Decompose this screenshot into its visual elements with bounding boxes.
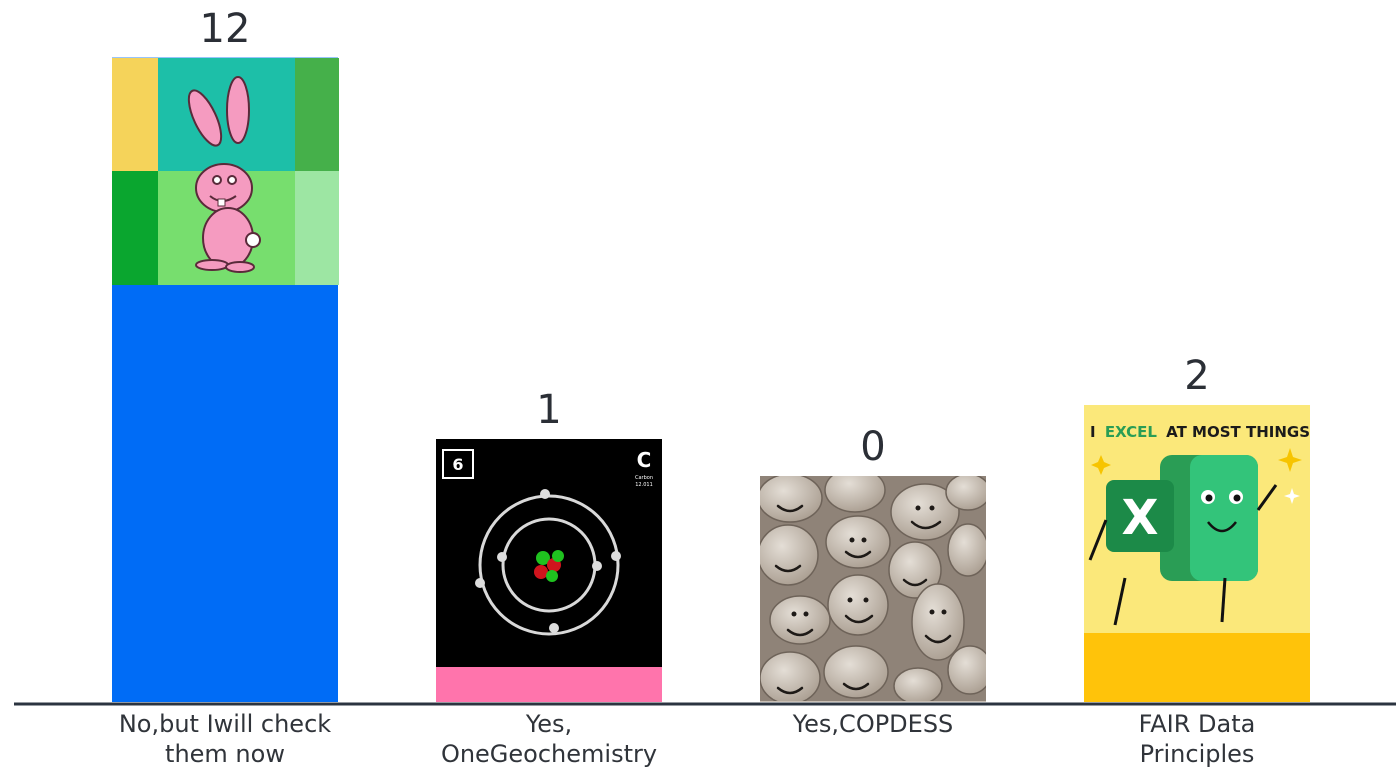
rabbit-image [112, 58, 339, 285]
excel-image: I EXCEL AT MOST THINGS X [1084, 405, 1310, 633]
excel-caption-excel: EXCEL [1105, 423, 1158, 441]
smiley-stones-icon [760, 476, 986, 701]
value-label-1: 12 [200, 6, 251, 52]
atom-icon [475, 489, 621, 636]
element-mass: 12.011 [635, 482, 653, 488]
category-label-4: FAIR Data Principles [1139, 710, 1256, 768]
excel-x-glyph: X [1121, 490, 1158, 546]
value-label-3: 0 [860, 424, 885, 470]
category-label-2: Yes, OneGeochemistry [441, 710, 657, 768]
element-number: 6 [452, 455, 463, 474]
excel-caption-i: I [1090, 423, 1096, 441]
category-label-3: Yes,COPDESS [792, 710, 954, 738]
stones-image [760, 476, 986, 701]
excel-caption-rest: AT MOST THINGS [1166, 423, 1310, 441]
excel-character-icon: X [1088, 448, 1302, 626]
svg-text:I EXCEL AT MOST TH: I EXCEL AT MOST THINGS [1090, 423, 1310, 441]
value-label-2: 1 [536, 387, 561, 433]
value-label-4: 2 [1184, 353, 1209, 399]
atom-image: 6 C Carbon 12.011 [436, 439, 662, 667]
rabbit-icon [187, 76, 261, 273]
category-label-1: No,but Iwill check them now [119, 710, 331, 768]
element-name: Carbon [635, 475, 653, 481]
element-symbol: C [637, 448, 652, 472]
